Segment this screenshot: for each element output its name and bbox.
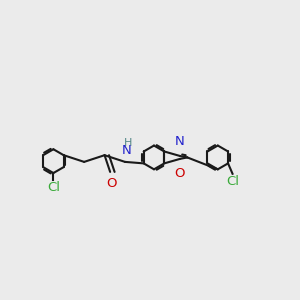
Text: N: N: [175, 135, 185, 148]
Text: Cl: Cl: [226, 175, 239, 188]
Text: Cl: Cl: [47, 181, 60, 194]
Text: N: N: [122, 144, 132, 158]
Text: O: O: [107, 178, 117, 190]
Text: O: O: [175, 167, 185, 180]
Text: H: H: [124, 138, 132, 148]
